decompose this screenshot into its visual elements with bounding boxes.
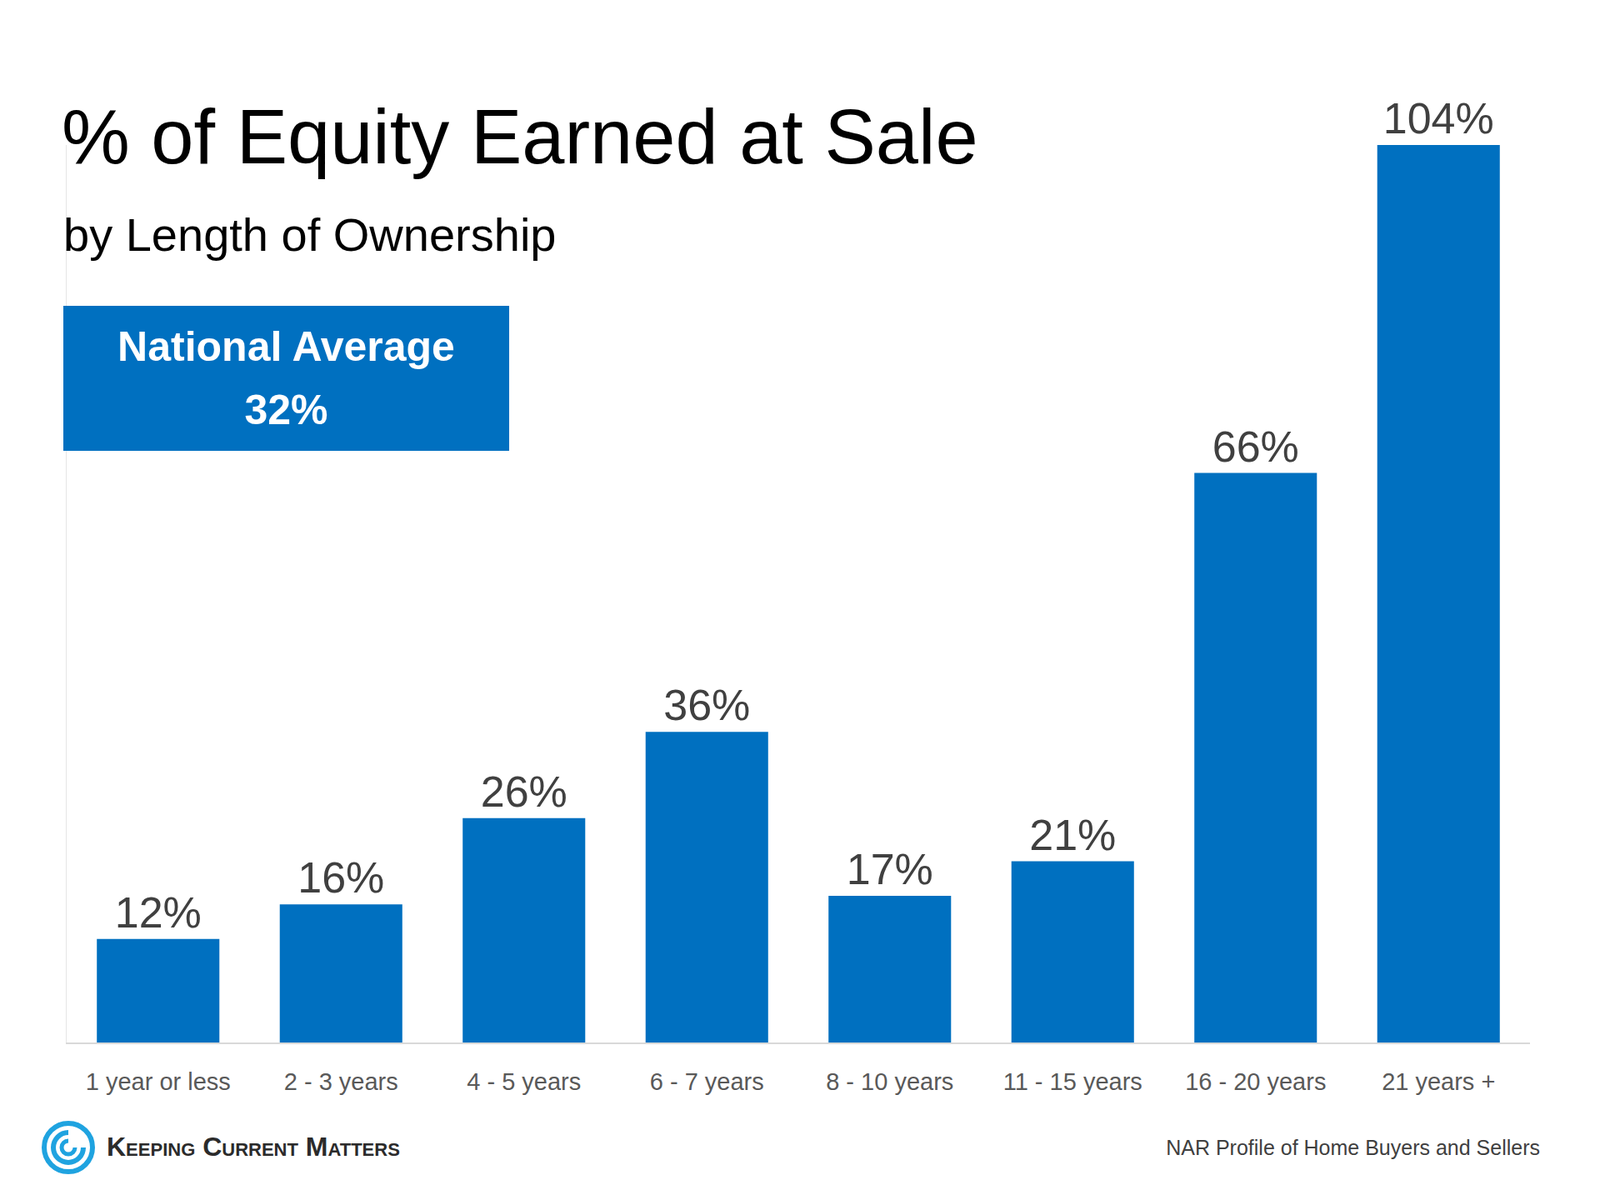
svg-text:104%: 104%	[1383, 94, 1495, 143]
html-text:% of Equity Earned at Sale: % of Equity Earned at Sale	[61, 94, 978, 180]
svg-text:2 - 3 years: 2 - 3 years	[284, 1068, 399, 1095]
svg-text:4 - 5 years: 4 - 5 years	[466, 1068, 581, 1095]
svg-text:11 - 15 years: 11 - 15 years	[1003, 1068, 1143, 1095]
svg-text:12%: 12%	[115, 888, 202, 937]
svg-text:26%: 26%	[480, 767, 568, 816]
svg-text:6 - 7 years: 6 - 7 years	[650, 1068, 765, 1095]
html-text:NAR Profile of Home Buyers and: NAR Profile of Home Buyers and Sellers	[1166, 1135, 1540, 1160]
svg-text:1 year or less: 1 year or less	[85, 1068, 231, 1095]
svg-text:16%: 16%	[297, 853, 385, 902]
html-text:National Average: National Average	[117, 323, 455, 370]
svg-text:16 - 20 years: 16 - 20 years	[1185, 1068, 1326, 1095]
svg-text:8 - 10 years: 8 - 10 years	[825, 1068, 954, 1095]
svg-text:36%: 36%	[663, 680, 750, 730]
svg-text:21%: 21%	[1029, 810, 1116, 860]
svg-text:17%: 17%	[846, 845, 934, 894]
svg-text:66%: 66%	[1212, 422, 1300, 471]
html-text:32%: 32%	[244, 386, 328, 434]
html-text:Keeping Current Matters: Keeping Current Matters	[106, 1131, 400, 1162]
html-text:by Length of Ownership: by Length of Ownership	[63, 208, 557, 261]
svg-text:21 years +: 21 years +	[1381, 1068, 1495, 1095]
